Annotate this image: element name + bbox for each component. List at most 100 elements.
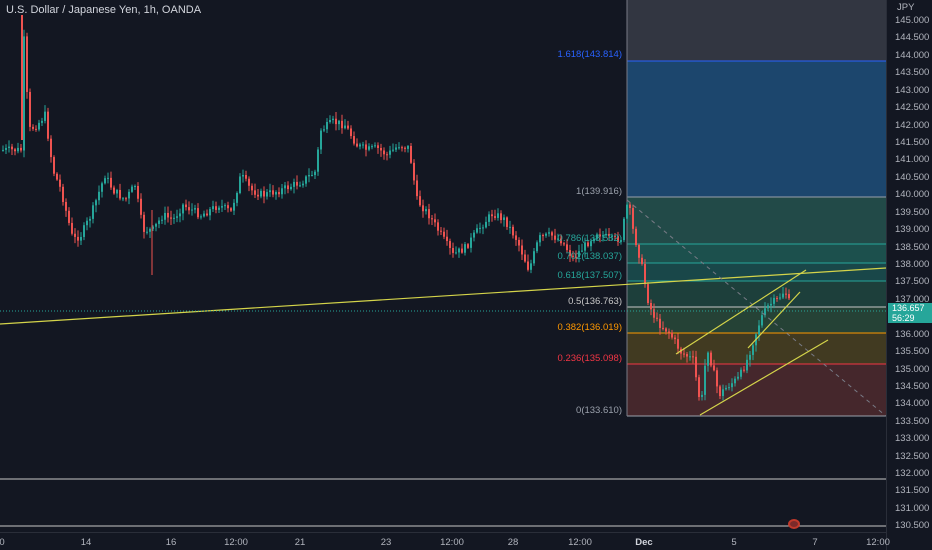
candle-body [323, 129, 325, 131]
price-axis-label: 135.500 [895, 346, 930, 358]
candle-body [74, 233, 76, 237]
current-price-value: 136.657 [892, 303, 925, 313]
chart-pane[interactable]: 1.618(143.814) 1(139.916) 0.786(138.582) 0.… [0, 0, 887, 532]
candle-body [635, 228, 637, 245]
time-axis-label: 12:00 [440, 537, 464, 548]
candle-body [347, 125, 349, 129]
candle-body [299, 185, 301, 187]
time-axis-label: 21 [294, 537, 306, 548]
candle-body [248, 178, 250, 186]
candle-body [17, 147, 19, 152]
price-axis[interactable]: JPY 145.000 144.500 144.000 143.500 143.000 1… [886, 0, 932, 550]
price-axis-label: 134.000 [895, 398, 930, 410]
candle-body [380, 148, 382, 151]
price-axis-label: 134.500 [895, 380, 930, 392]
candle-body [416, 180, 418, 197]
price-axis-label: 142.500 [895, 102, 930, 114]
candle-body [344, 125, 346, 129]
candle-body [737, 376, 739, 379]
time-axis[interactable]: 0 14 16 12:00 21 23 12:00 28 12:00 Dec 5 7 12:00 [0, 532, 890, 550]
candle-body [605, 233, 607, 236]
candle-body [650, 302, 652, 310]
price-chart[interactable]: 1.618(143.814) 1(139.916) 0.786(138.582) 0.… [0, 0, 887, 532]
fib-level-label: 0.702(138.037) [558, 251, 622, 262]
candle-body [86, 220, 88, 226]
candle-body [452, 247, 454, 253]
candle-body [260, 190, 262, 197]
price-axis-label: 144.500 [895, 32, 930, 44]
candle-body [212, 206, 214, 210]
candle-body [155, 223, 157, 227]
candle-body [122, 198, 124, 200]
candle-body [734, 378, 736, 384]
candle-body [185, 204, 187, 208]
time-axis-label: 12:00 [866, 537, 890, 548]
candle-body [338, 120, 340, 125]
candle-body [512, 226, 514, 236]
candle-body [8, 146, 10, 148]
candle-body [560, 238, 562, 244]
candle-body [131, 186, 133, 192]
candle-body [245, 175, 247, 179]
candle-body [161, 219, 163, 221]
candle-body [488, 214, 490, 222]
candle-body [641, 257, 643, 264]
candle-body [221, 206, 223, 208]
candle-body [686, 354, 688, 357]
candle-body [251, 185, 253, 191]
candle-body [95, 200, 97, 206]
candle-body [134, 185, 136, 187]
price-axis-label: 143.500 [895, 67, 930, 79]
price-axis-label: 139.500 [895, 206, 930, 218]
candle-body [524, 254, 526, 262]
candle-body [485, 221, 487, 228]
candle-body [14, 149, 16, 152]
candle-body [761, 315, 763, 326]
candle-body [716, 370, 718, 387]
candle-body [179, 213, 181, 217]
candle-body [569, 250, 571, 256]
time-axis-label: 23 [380, 537, 392, 548]
candle-body [113, 187, 115, 194]
candle-body [581, 250, 583, 252]
time-axis-label: 28 [507, 537, 519, 548]
fib-level-label: 0.382(136.019) [558, 322, 622, 333]
price-axis-label: 145.000 [895, 15, 930, 26]
candle-body [2, 149, 4, 151]
candle-body [164, 212, 166, 220]
price-axis-label: 137.500 [895, 276, 930, 288]
candle-body [146, 231, 148, 233]
candle-body [746, 359, 748, 371]
time-axis-label: 0 [0, 537, 5, 548]
fibonacci-zones [626, 0, 886, 417]
candle-body [758, 325, 760, 335]
candle-body [41, 120, 43, 123]
price-axis-label: 140.000 [895, 189, 930, 201]
time-axis-label: Dec [635, 537, 653, 548]
candle-body [422, 205, 424, 212]
candle-body [281, 188, 283, 195]
price-axis-label: 137.000 [895, 293, 930, 305]
earnings-event-icon[interactable] [788, 519, 800, 529]
candle-body [236, 193, 238, 203]
candle-body [257, 194, 259, 197]
price-axis-label: 139.000 [895, 224, 930, 236]
candle-body [674, 337, 676, 340]
candle-body [563, 243, 565, 245]
candle-body [254, 190, 256, 195]
price-axis-label: 132.000 [895, 468, 930, 480]
candle-body [242, 175, 244, 177]
candle-body [683, 353, 685, 355]
candle-body [290, 186, 292, 190]
candle-body [209, 209, 211, 216]
fib-zone [627, 244, 886, 263]
fib-zone [627, 197, 886, 244]
candle-body [98, 191, 100, 201]
candle-body [440, 230, 442, 232]
candle-body [665, 328, 667, 332]
candle-body [482, 227, 484, 229]
time-axis-label: 16 [165, 537, 177, 548]
candle-body [275, 192, 277, 195]
candle-body [47, 111, 49, 139]
fib-level-label: 0.618(137.507) [558, 270, 622, 281]
